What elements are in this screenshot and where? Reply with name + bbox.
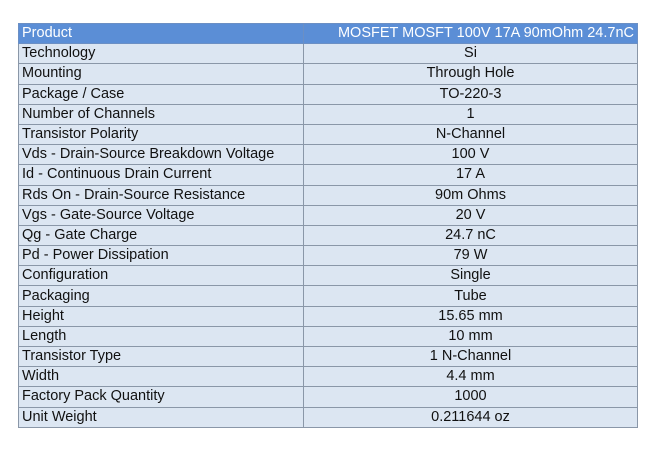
row-value: Through Hole: [303, 63, 638, 85]
row-label: Length: [18, 325, 304, 348]
spec-table: Product MOSFET MOSFT 100V 17A 90mOhm 24.…: [18, 22, 638, 428]
table-row: Pd - Power Dissipation 79 W: [18, 245, 638, 267]
row-label: Rds On - Drain-Source Resistance: [18, 184, 304, 206]
table-row: Packaging Tube: [18, 285, 638, 307]
header-value: MOSFET MOSFT 100V 17A 90mOhm 24.7nC: [303, 22, 638, 45]
row-label: Height: [18, 305, 304, 327]
table-row: Rds On - Drain-Source Resistance 90m Ohm…: [18, 184, 638, 206]
table-row: Transistor Type 1 N-Channel: [18, 345, 638, 368]
row-value: Tube: [303, 285, 638, 307]
row-value: N-Channel: [303, 123, 638, 146]
row-label: Vds - Drain-Source Breakdown Voltage: [18, 144, 304, 166]
table-row: Transistor Polarity N-Channel: [18, 123, 638, 146]
row-value: Single: [303, 265, 638, 287]
row-label: Pd - Power Dissipation: [18, 245, 304, 267]
row-label: Mounting: [18, 63, 304, 85]
row-label: Factory Pack Quantity: [18, 386, 304, 408]
row-label: Packaging: [18, 285, 304, 307]
row-label: Configuration: [18, 265, 304, 287]
table-row: Number of Channels 1: [18, 103, 638, 125]
row-value: 1: [303, 103, 638, 125]
row-label: Qg - Gate Charge: [18, 224, 304, 247]
header-label: Product: [18, 22, 304, 45]
row-value: 10 mm: [303, 325, 638, 348]
row-value: 15.65 mm: [303, 305, 638, 327]
table-row: Qg - Gate Charge 24.7 nC: [18, 224, 638, 247]
table-row: Factory Pack Quantity 1000: [18, 386, 638, 408]
table-row: Vds - Drain-Source Breakdown Voltage 100…: [18, 144, 638, 166]
row-value: 90m Ohms: [303, 184, 638, 206]
row-value: 79 W: [303, 245, 638, 267]
row-label: Unit Weight: [18, 406, 304, 428]
row-value: TO-220-3: [303, 83, 638, 105]
table-row: Vgs - Gate-Source Voltage 20 V: [18, 204, 638, 226]
table-row: Unit Weight 0.211644 oz: [18, 406, 638, 428]
row-label: Id - Continuous Drain Current: [18, 164, 304, 186]
table-row: Technology Si: [18, 43, 638, 65]
row-label: Transistor Type: [18, 345, 304, 368]
row-value: 0.211644 oz: [303, 406, 638, 428]
row-label: Transistor Polarity: [18, 123, 304, 146]
table-row: Length 10 mm: [18, 325, 638, 348]
row-value: 20 V: [303, 204, 638, 226]
table-row: Width 4.4 mm: [18, 366, 638, 388]
row-value: 1000: [303, 386, 638, 408]
table-row: Height 15.65 mm: [18, 305, 638, 327]
row-value: Si: [303, 43, 638, 65]
row-value: 4.4 mm: [303, 366, 638, 388]
row-label: Package / Case: [18, 83, 304, 105]
table-row: Configuration Single: [18, 265, 638, 287]
row-value: 17 A: [303, 164, 638, 186]
row-value: 24.7 nC: [303, 224, 638, 247]
table-row: Id - Continuous Drain Current 17 A: [18, 164, 638, 186]
row-label: Width: [18, 366, 304, 388]
table-row: Package / Case TO-220-3: [18, 83, 638, 105]
row-label: Vgs - Gate-Source Voltage: [18, 204, 304, 226]
table-row: Mounting Through Hole: [18, 63, 638, 85]
row-label: Technology: [18, 43, 304, 65]
row-value: 1 N-Channel: [303, 345, 638, 368]
table-header-row: Product MOSFET MOSFT 100V 17A 90mOhm 24.…: [18, 22, 638, 45]
row-value: 100 V: [303, 144, 638, 166]
row-label: Number of Channels: [18, 103, 304, 125]
